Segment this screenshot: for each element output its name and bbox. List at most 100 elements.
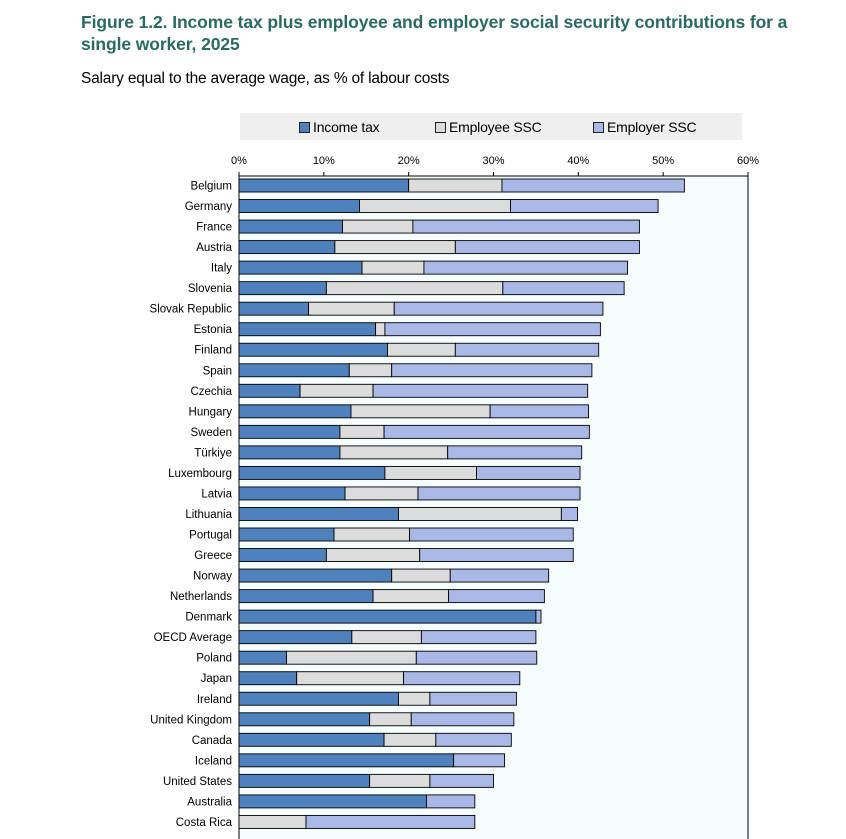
- category-label: Finland: [194, 345, 232, 357]
- bar-segment-employer-ssc: [435, 732, 512, 747]
- bar-segment-income-tax: [238, 445, 341, 460]
- category-label: Poland: [196, 653, 232, 665]
- bar-segment-employee-ssc: [361, 260, 425, 275]
- bar-segment-income-tax: [238, 753, 455, 768]
- bar-segment-income-tax: [238, 363, 350, 378]
- bar-segment-income-tax: [238, 240, 336, 255]
- category-label: France: [196, 222, 232, 234]
- bar-segment-employer-ssc: [501, 178, 685, 193]
- bar-segment-employee-ssc: [334, 240, 456, 255]
- legend-label-income-tax: Income tax: [313, 119, 380, 135]
- bar-segment-income-tax: [238, 548, 327, 562]
- bar-segment-employer-ssc: [429, 773, 494, 788]
- bar-segment-employer-ssc: [420, 630, 537, 645]
- bar-segment-employer-ssc: [417, 486, 581, 501]
- bar-segment-employee-ssc: [238, 814, 307, 829]
- category-label: Germany: [185, 201, 233, 213]
- bar-segment-employer-ssc: [476, 465, 581, 480]
- bar-segment-employee-ssc: [372, 589, 449, 604]
- bar-segment-employee-ssc: [299, 383, 374, 398]
- bar-segment-income-tax: [238, 322, 377, 337]
- category-label: Türkiye: [194, 447, 232, 459]
- bar-segment-income-tax: [238, 281, 327, 296]
- category-label: Luxembourg: [168, 468, 232, 480]
- bar-segment-employee-ssc: [296, 671, 405, 686]
- bar-segment-income-tax: [238, 527, 335, 542]
- bar-segment-employer-ssc: [305, 814, 476, 829]
- category-label: Belgium: [190, 181, 232, 193]
- legend-item-income-tax: Income tax: [299, 119, 380, 135]
- category-label: Costa Rica: [176, 817, 233, 829]
- bar-segment-employee-ssc: [398, 691, 431, 706]
- category-label: Canada: [192, 735, 233, 747]
- category-label: Italy: [211, 263, 232, 275]
- bar-segment-income-tax: [238, 342, 388, 357]
- bar-segment-employee-ssc: [398, 507, 562, 521]
- bar-segment-employee-ssc: [348, 363, 393, 378]
- bar-segment-income-tax: [238, 773, 371, 788]
- bar-segment-employer-ssc: [502, 281, 625, 296]
- bar-segment-employee-ssc: [375, 322, 386, 337]
- bar-segment-employer-ssc: [510, 199, 659, 213]
- bar-segment-employee-ssc: [342, 219, 414, 234]
- bar-segment-employer-ssc: [449, 568, 550, 583]
- legend-item-employer-ssc: Employer SSC: [593, 119, 697, 135]
- bar-segment-income-tax: [238, 178, 410, 193]
- bar-segment-employee-ssc: [408, 178, 503, 193]
- bar-segment-income-tax: [238, 486, 346, 501]
- x-tick-label: 0%: [231, 155, 247, 167]
- category-label: United Kingdom: [150, 714, 232, 726]
- bar-segment-employee-ssc: [384, 465, 477, 480]
- bar-segment-employee-ssc: [391, 568, 451, 583]
- bar-segment-employer-ssc: [409, 527, 574, 542]
- category-label: Norway: [193, 571, 232, 583]
- category-label: Austria: [196, 242, 232, 254]
- bar-segment-employer-ssc: [426, 794, 476, 809]
- legend-item-employee-ssc: Employee SSC: [435, 119, 542, 135]
- category-label: Greece: [194, 550, 232, 562]
- bar-segment-employer-ssc: [410, 712, 515, 727]
- bar-segment-employer-ssc: [393, 301, 604, 316]
- category-label: Latvia: [201, 488, 232, 500]
- bar-segment-income-tax: [238, 732, 385, 747]
- bar-segment-employee-ssc: [339, 445, 449, 460]
- category-label: Slovenia: [188, 283, 233, 295]
- bar-segment-income-tax: [238, 199, 360, 213]
- bar-segment-income-tax: [238, 219, 343, 234]
- bar-segment-income-tax: [238, 794, 427, 809]
- category-label: Portugal: [189, 530, 232, 542]
- bar-segment-employee-ssc: [369, 712, 412, 727]
- x-tick-label: 50%: [652, 155, 674, 167]
- x-tick-label: 30%: [482, 155, 504, 167]
- category-label: United States: [163, 776, 232, 788]
- category-label: Netherlands: [170, 591, 232, 603]
- bar-segment-employee-ssc: [325, 548, 421, 562]
- bar-segment-employer-ssc: [454, 240, 640, 255]
- category-label: Hungary: [189, 406, 233, 418]
- category-label: Australia: [187, 796, 232, 808]
- bar-segment-employee-ssc: [308, 301, 395, 316]
- bar-segment-employee-ssc: [286, 650, 417, 665]
- bar-segment-employer-ssc: [383, 424, 590, 439]
- bar-segment-employer-ssc: [403, 671, 521, 686]
- category-label: Spain: [203, 365, 232, 377]
- category-label: Japan: [201, 673, 232, 685]
- chart-legend: Income tax Employee SSC Employer SSC: [240, 113, 742, 140]
- bar-segment-income-tax: [238, 260, 363, 275]
- category-label: Slovak Republic: [150, 304, 233, 316]
- bar-segment-income-tax: [238, 712, 371, 727]
- legend-swatch-employee-ssc: [435, 121, 446, 133]
- x-tick-label: 60%: [737, 155, 759, 167]
- bar-segment-employee-ssc: [350, 404, 491, 419]
- bar-segment-income-tax: [238, 650, 287, 665]
- bar-segment-income-tax: [238, 424, 341, 439]
- bar-segment-employer-ssc: [384, 322, 601, 337]
- bar-segment-employee-ssc: [344, 486, 419, 501]
- bar-segment-income-tax: [238, 671, 298, 686]
- legend-label-employer-ssc: Employer SSC: [607, 119, 697, 135]
- bar-segment-income-tax: [238, 507, 399, 521]
- legend-swatch-employer-ssc: [593, 121, 604, 133]
- bar-segment-income-tax: [238, 609, 537, 624]
- bar-segment-employer-ssc: [419, 548, 574, 562]
- bar-segment-employer-ssc: [423, 260, 628, 275]
